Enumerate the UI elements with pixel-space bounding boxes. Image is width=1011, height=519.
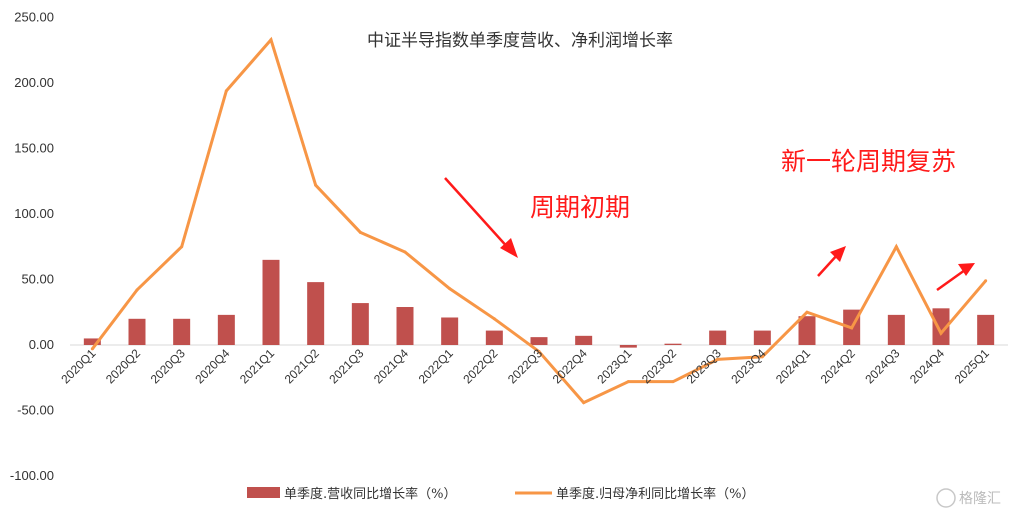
x-tick-label: 2024Q4: [907, 346, 947, 386]
y-tick-label: 100.00: [14, 206, 54, 221]
x-tick-label: 2022Q4: [550, 346, 590, 386]
x-tick-label: 2020Q4: [192, 346, 232, 386]
x-tick-label: 2021Q2: [282, 346, 322, 386]
profit-growth-point: [850, 326, 854, 330]
x-tick-label: 2023Q4: [728, 346, 768, 386]
legend-bar-label: 单季度.营收同比增长率（%）: [284, 486, 457, 502]
revenue-bar: [619, 345, 637, 348]
profit-growth-point: [760, 355, 764, 359]
revenue-bar: [977, 314, 995, 345]
x-tick-label: 2020Q2: [103, 346, 143, 386]
profit-line-group: [90, 36, 988, 405]
svg-text:格隆汇: 格隆汇: [959, 491, 1001, 507]
x-tick-label: 2021Q4: [371, 346, 411, 386]
revenue-bar: [530, 337, 548, 345]
revenue-bar: [932, 308, 950, 345]
chart-title: 中证半导指数单季度营收、净利润增长率: [367, 31, 673, 51]
profit-growth-point: [403, 250, 407, 254]
revenue-bar: [351, 303, 369, 345]
revenue-bar: [709, 330, 727, 345]
legend-bar-swatch: [247, 487, 280, 498]
profit-growth-point: [180, 245, 184, 249]
revenue-bar: [396, 307, 414, 345]
revenue-bar: [128, 318, 146, 345]
x-tick-label: 2021Q1: [237, 346, 277, 386]
profit-growth-point: [626, 380, 630, 384]
profit-growth-point: [135, 288, 139, 292]
x-tick-label: 2024Q1: [773, 346, 813, 386]
y-tick-label: -50.00: [17, 403, 54, 418]
revenue-bar: [485, 330, 503, 345]
profit-growth-point: [90, 347, 94, 351]
x-tick-label: 2022Q3: [505, 346, 545, 386]
x-tick-label: 2020Q1: [58, 346, 98, 386]
arrow-up-right-icon: [936, 263, 975, 292]
profit-growth-point: [582, 401, 586, 405]
profit-growth-point: [269, 38, 273, 42]
x-tick-label: 2025Q1: [952, 346, 992, 386]
x-tick-label: 2020Q3: [148, 346, 188, 386]
x-tick-label: 2024Q3: [862, 346, 902, 386]
profit-growth-point: [224, 89, 228, 93]
x-tick-label: 2023Q3: [684, 346, 724, 386]
watermark: 格隆汇: [936, 488, 1001, 508]
legend-line-label: 单季度.归母净利同比增长率（%）: [556, 486, 755, 502]
revenue-bar: [83, 338, 101, 345]
profit-growth-point: [984, 279, 988, 283]
profit-growth-point: [805, 310, 809, 314]
profit-growth-point: [492, 317, 496, 321]
profit-growth-point: [448, 287, 452, 291]
revenue-bar: [441, 317, 459, 345]
revenue-bars: [83, 259, 995, 348]
y-tick-label: 50.00: [21, 272, 54, 287]
x-tick-label: 2022Q1: [416, 346, 456, 386]
y-tick-label: 0.00: [29, 337, 54, 352]
x-tick-label: 2021Q3: [326, 346, 366, 386]
x-tick-label: 2022Q2: [460, 346, 500, 386]
annotation-new-cycle: 新一轮周期复苏: [781, 147, 956, 176]
x-tick-label: 2024Q2: [818, 346, 858, 386]
y-tick-label: -100.00: [10, 468, 54, 483]
profit-growth-point: [671, 380, 675, 384]
revenue-bar: [217, 314, 235, 345]
arrow-down-icon: [444, 177, 518, 258]
revenue-bar: [664, 343, 682, 345]
revenue-bar: [753, 330, 771, 345]
arrow-up-icon: [817, 246, 846, 277]
y-tick-label: 150.00: [14, 141, 54, 156]
y-tick-label: 200.00: [14, 75, 54, 90]
revenue-bar: [262, 259, 280, 345]
profit-growth-point: [358, 230, 362, 234]
profit-growth-point: [716, 357, 720, 361]
y-tick-label: 250.00: [14, 10, 54, 25]
annotation-early-cycle: 周期初期: [530, 193, 630, 222]
revenue-bar: [798, 316, 816, 345]
x-axis-ticks: 2020Q1 2020Q2 2020Q3 2020Q4 2021Q1 2021Q2 2021…: [58, 346, 992, 386]
profit-growth-point: [894, 245, 898, 249]
profit-growth-point: [939, 331, 943, 335]
revenue-bar: [887, 314, 905, 345]
revenue-bar: [307, 282, 325, 345]
revenue-bar: [173, 318, 191, 345]
revenue-bar: [575, 335, 593, 345]
profit-growth-point: [314, 183, 318, 187]
y-axis-ticks: 250.00 200.00 150.00 100.00 50.00 0.00 -50.00 -…: [10, 10, 54, 484]
profit-growth-point: [537, 350, 541, 354]
